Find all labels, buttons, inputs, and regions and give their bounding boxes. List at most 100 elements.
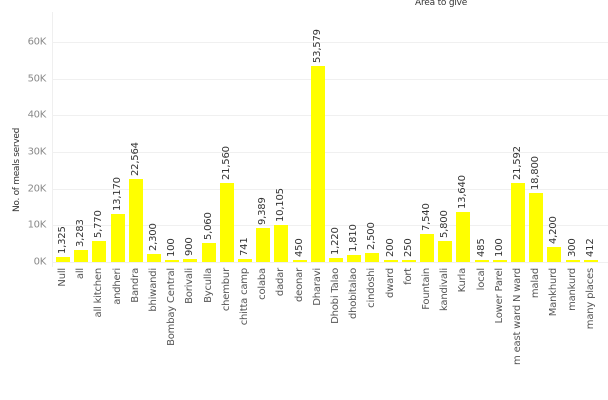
x-tick-label: deonar [293, 268, 305, 302]
x-tick-label: Kurla [457, 268, 469, 293]
bar-value-label: 5,770 [93, 210, 105, 238]
bar[interactable] [292, 260, 307, 262]
bar-value-label: 10,105 [275, 188, 287, 222]
bar[interactable] [56, 257, 70, 262]
bar-value-label: 485 [475, 238, 487, 258]
bar[interactable] [201, 243, 216, 262]
bar-value-label: 7,540 [421, 203, 432, 232]
bar-value-label: 9,389 [257, 196, 269, 225]
bar-value-label: 13,640 [457, 175, 469, 209]
x-tick-label: cindoshi [366, 268, 378, 308]
x-tick-label: Byculla [202, 268, 214, 303]
bar[interactable] [365, 252, 380, 262]
x-tick-label: kandivali [439, 268, 451, 312]
bar[interactable] [565, 260, 580, 262]
bar-value-label: 1,325 [57, 226, 68, 255]
bar-value-label: 4,200 [548, 215, 560, 244]
bar[interactable] [329, 257, 343, 262]
gridline [52, 115, 608, 117]
bar[interactable] [92, 240, 107, 262]
bar[interactable] [110, 213, 125, 262]
bar[interactable] [456, 211, 471, 262]
y-tick-label: 40K [27, 109, 47, 121]
bar[interactable] [128, 179, 143, 262]
x-tick-label: chitta camp [239, 268, 250, 326]
x-tick-label: Mankhurd [548, 268, 560, 317]
bar-value-label: 412 [584, 238, 596, 258]
x-tick-label: dadar [275, 268, 287, 297]
x-tick-label: Fountain [421, 268, 432, 310]
x-tick-label: many places [584, 268, 596, 330]
bar[interactable] [583, 260, 598, 262]
bar-value-label: 250 [402, 238, 414, 258]
bar[interactable] [529, 193, 544, 262]
bar[interactable] [383, 260, 398, 262]
bar[interactable] [438, 240, 453, 262]
x-tick-label: Bombay Central [166, 268, 178, 346]
bar-value-label: 900 [184, 237, 196, 256]
bar[interactable] [165, 260, 180, 262]
y-axis-label: No. of meals served [12, 128, 22, 213]
bar-value-label: 450 [293, 238, 305, 258]
bar[interactable] [511, 182, 525, 262]
x-tick-label: dhobitalao [348, 268, 360, 320]
bar-value-label: 18,800 [530, 156, 542, 191]
bar[interactable] [256, 227, 271, 262]
bar[interactable] [420, 234, 434, 262]
gridline [52, 188, 608, 190]
y-axis-line [52, 12, 53, 267]
y-tick-label: 0K [33, 256, 47, 268]
x-tick-label: Bandra [129, 268, 141, 303]
bar[interactable] [474, 260, 489, 262]
x-tick-label: colaba [257, 268, 269, 300]
y-tick-label: 10K [27, 219, 47, 231]
bar-value-label: 5,060 [202, 212, 214, 241]
bar-value-label: 100 [166, 238, 178, 258]
y-tick-label: 60K [27, 36, 47, 48]
x-tick-label: Dharavi [311, 268, 323, 306]
bar[interactable] [147, 253, 161, 262]
bar-value-label: 21,560 [220, 146, 232, 180]
bar[interactable] [492, 260, 507, 262]
x-tick-label: mankurd [566, 268, 578, 311]
x-tick-label: m east ward N ward [512, 268, 523, 365]
bar-value-label: 2,500 [366, 222, 378, 250]
bar[interactable] [183, 258, 198, 262]
bar[interactable] [547, 246, 562, 262]
bar[interactable] [74, 249, 89, 262]
bar-value-label: 300 [566, 238, 578, 258]
y-tick-label: 30K [27, 146, 47, 158]
bar-value-label: 741 [239, 237, 250, 257]
bar-value-label: 5,800 [439, 210, 451, 238]
bar[interactable] [238, 259, 252, 262]
gridline [52, 225, 608, 227]
bar[interactable] [274, 224, 289, 262]
x-tick-label: local [475, 268, 487, 291]
x-tick-label: Null [57, 268, 68, 287]
gridline [52, 42, 608, 43]
bar-value-label: 1,810 [348, 224, 360, 253]
bar-value-label: 13,170 [111, 176, 123, 211]
x-tick-label: andheri [111, 268, 123, 305]
x-tick-label: Lower Parel [493, 268, 505, 324]
bar[interactable] [401, 260, 416, 262]
y-tick-label: 20K [27, 183, 47, 195]
x-tick-label: dward [384, 268, 396, 298]
x-tick-label: Borivali [184, 268, 196, 304]
bar-value-label: 53,579 [311, 28, 323, 63]
bar-value-label: 2,300 [148, 222, 159, 251]
x-tick-label: all [75, 268, 87, 280]
bar[interactable] [310, 65, 325, 262]
x-tick-label: chembur [220, 268, 232, 312]
x-tick-label: bhiwandi [148, 268, 159, 312]
bar[interactable] [347, 255, 362, 262]
bar-value-label: 3,283 [75, 219, 87, 247]
chart-title: Area to give [415, 0, 468, 8]
bar[interactable] [219, 182, 234, 262]
bar-value-label: 22,564 [129, 142, 141, 177]
x-tick-label: fort [402, 268, 414, 285]
gridline [52, 78, 608, 80]
x-tick-label: Dhobi Talao [330, 268, 341, 324]
bar-value-label: 100 [493, 238, 505, 258]
gridline [52, 262, 608, 263]
